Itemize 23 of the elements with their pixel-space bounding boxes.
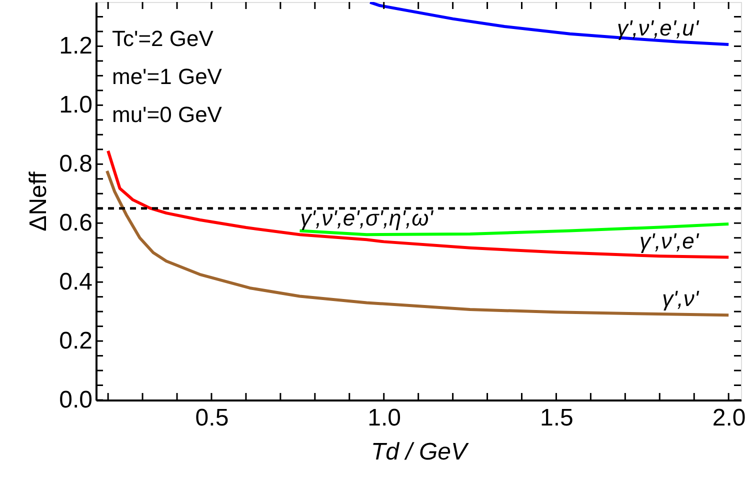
line-series	[368, 2, 730, 46]
x-tick-label: 2.0	[712, 404, 746, 432]
series-label: γ',ν',e',u'	[616, 15, 700, 40]
x-tick-label: 0.5	[195, 404, 229, 432]
annotation: Tc'=2 GeV	[112, 26, 214, 51]
y-tick-label: 0.4	[59, 268, 92, 296]
series-label: γ',ν',e'	[640, 228, 700, 254]
x-axis-title: Td / GeV	[370, 438, 470, 466]
annotation: me'=1 GeV	[112, 64, 222, 89]
y-tick-label: 0.0	[59, 386, 92, 414]
y-tick-label: 0.8	[59, 150, 92, 178]
line-series	[106, 149, 730, 259]
x-tick-label: 1.0	[368, 404, 402, 432]
annotation: mu'=0 GeV	[112, 102, 222, 127]
y-tick-label: 0.6	[59, 210, 92, 237]
y-axis-title: ΔNeff	[25, 171, 52, 232]
line-series	[106, 169, 730, 317]
y-tick-label: 0.2	[59, 328, 92, 355]
y-tick-label: 1.2	[59, 32, 92, 60]
series-label: γ',ν'	[662, 286, 700, 312]
series-label: γ',ν',e',σ',η',ω'	[300, 206, 434, 231]
x-tick-label: 1.5	[540, 404, 574, 432]
y-tick-label: 1.0	[59, 92, 92, 119]
